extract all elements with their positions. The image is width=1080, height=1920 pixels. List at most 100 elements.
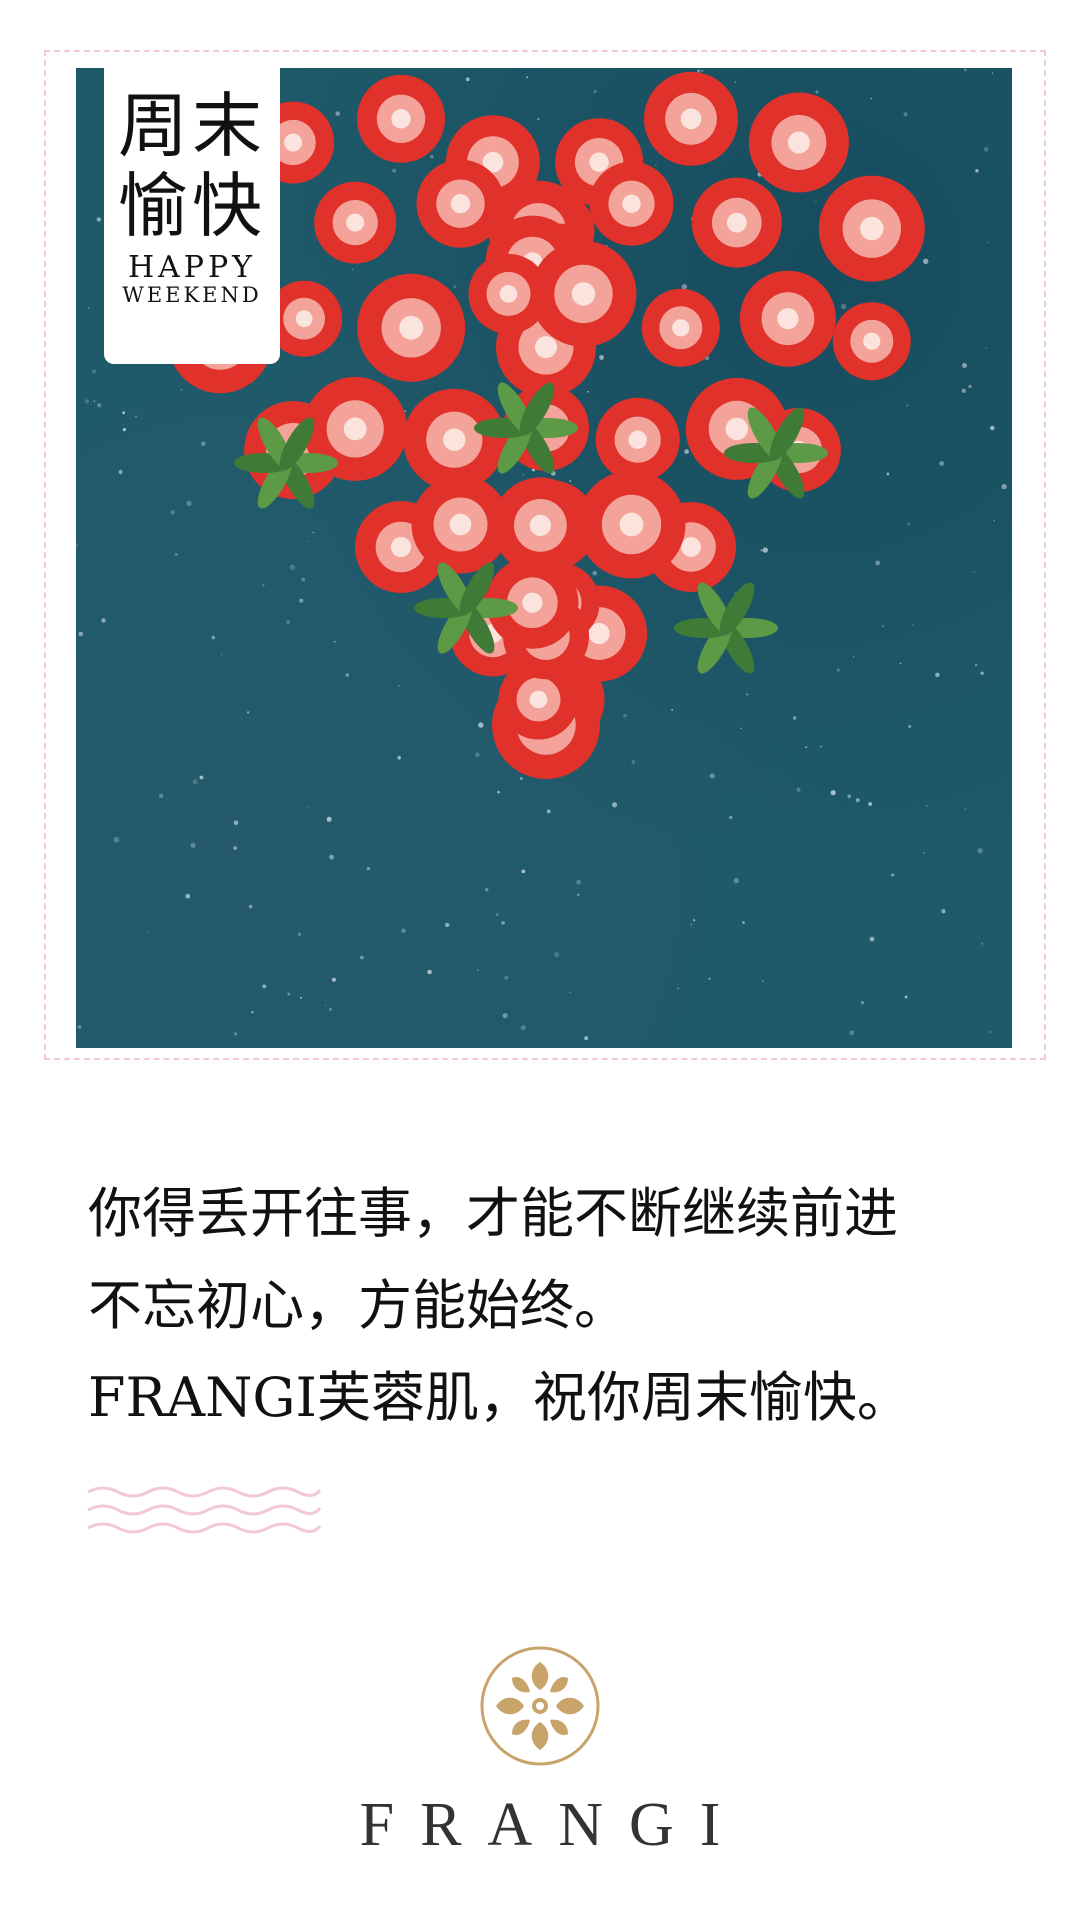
sugar-speck bbox=[708, 977, 711, 980]
strawberry-slice-center bbox=[482, 151, 504, 173]
strawberry-slice-center bbox=[522, 592, 543, 613]
sugar-speck bbox=[398, 685, 400, 687]
sugar-speck bbox=[734, 81, 737, 84]
sugar-speck bbox=[328, 1007, 333, 1012]
sugar-speck bbox=[335, 111, 341, 116]
sugar-speck bbox=[185, 893, 191, 899]
sugar-speck bbox=[869, 936, 875, 942]
strawberry-slice bbox=[416, 159, 505, 248]
sugar-speck bbox=[709, 773, 715, 779]
message-text: 你得丢开往事，才能不断继续前进 不忘初心，方能始终。 FRANGI芙蓉肌，祝你周… bbox=[88, 1168, 1008, 1444]
badge-en-line1: HAPPY bbox=[127, 250, 256, 285]
sugar-speck bbox=[964, 808, 967, 810]
sugar-speck bbox=[852, 656, 855, 658]
sugar-speck bbox=[401, 928, 406, 933]
sugar-speck bbox=[981, 942, 984, 945]
strawberry-slice-center bbox=[399, 315, 424, 340]
strawberry-slice-center bbox=[343, 417, 367, 441]
sugar-speck bbox=[612, 802, 618, 808]
strawberry-slice-center bbox=[346, 213, 365, 232]
strawberry-heart-illustration bbox=[76, 68, 1007, 1048]
sugar-speck bbox=[553, 952, 560, 958]
photo-frame bbox=[44, 50, 1046, 1060]
sugar-speck bbox=[287, 992, 291, 996]
strawberry-slice bbox=[589, 161, 674, 246]
sugar-speck bbox=[84, 399, 89, 404]
strawberry-slice bbox=[498, 659, 579, 740]
message-line2: 不忘初心，方能始终。 bbox=[88, 1274, 628, 1337]
sugar-speck bbox=[546, 809, 551, 814]
sugar-speck bbox=[584, 1036, 589, 1041]
sugar-speck bbox=[903, 112, 908, 117]
sugar-speck bbox=[840, 303, 847, 310]
sugar-speck bbox=[926, 805, 928, 808]
sugar-speck bbox=[820, 745, 822, 748]
badge-en-line2: WEEKEND bbox=[122, 283, 262, 307]
sugar-speck bbox=[631, 760, 636, 764]
sugar-speck bbox=[289, 564, 296, 570]
strawberry-slice-center bbox=[725, 417, 748, 441]
strawberry-slice-center bbox=[535, 336, 557, 359]
strawberry-slice-center bbox=[391, 109, 411, 129]
sugar-speck bbox=[577, 893, 580, 896]
strawberry-slice-center bbox=[680, 108, 702, 130]
sugar-speck bbox=[97, 403, 102, 408]
sugar-speck bbox=[93, 400, 96, 403]
sugar-speck bbox=[351, 1046, 353, 1048]
sugar-speck bbox=[729, 815, 733, 820]
sugar-speck bbox=[190, 842, 196, 848]
sugar-speck bbox=[101, 618, 106, 623]
sugar-speck bbox=[968, 384, 972, 388]
sugar-speck bbox=[113, 836, 120, 843]
sugar-speck bbox=[329, 854, 334, 860]
sugar-speck bbox=[522, 473, 524, 475]
strawberry-slice-center bbox=[284, 133, 303, 152]
sugar-speck bbox=[868, 802, 872, 806]
strawberry-slice-center bbox=[588, 622, 610, 645]
sugar-speck bbox=[993, 520, 995, 522]
sugar-speck bbox=[908, 725, 912, 728]
sugar-speck bbox=[251, 1011, 254, 1014]
strawberry-slice-center bbox=[628, 430, 647, 449]
sugar-speck bbox=[576, 879, 582, 885]
sugar-speck bbox=[475, 752, 480, 758]
strawberry-slice bbox=[411, 475, 510, 574]
sugar-speck bbox=[677, 987, 680, 990]
sugar-speck bbox=[180, 388, 183, 391]
sugar-speck bbox=[655, 164, 657, 167]
sugar-speck bbox=[118, 469, 123, 475]
strawberry-slice-center bbox=[726, 212, 747, 233]
sugar-speck bbox=[906, 404, 909, 407]
sugar-speck bbox=[174, 553, 178, 556]
sugar-speck bbox=[262, 583, 265, 587]
sugar-speck bbox=[201, 441, 206, 447]
sugar-speck bbox=[855, 798, 860, 803]
strawberry-slice-center bbox=[390, 536, 412, 558]
strawberry-slice bbox=[486, 556, 579, 649]
strawberry-slice bbox=[595, 397, 680, 482]
sugar-speck bbox=[306, 806, 308, 809]
sugar-speck bbox=[805, 746, 808, 749]
badge-chinese-title: 周末 愉快 bbox=[104, 68, 280, 246]
sugar-speck bbox=[192, 779, 198, 785]
sugar-speck bbox=[247, 711, 250, 714]
sugar-speck bbox=[497, 790, 500, 794]
sugar-speck bbox=[453, 285, 457, 289]
strawberry-slice bbox=[403, 388, 506, 491]
strawberry-slice-center bbox=[589, 152, 609, 172]
sugar-speck bbox=[693, 919, 696, 922]
sugar-speck bbox=[939, 461, 944, 466]
sugar-speck bbox=[990, 425, 995, 431]
sugar-speck bbox=[170, 510, 175, 515]
strawberry-slice-center bbox=[777, 308, 799, 330]
sugar-speck bbox=[392, 168, 397, 173]
strawberry-slice bbox=[739, 270, 836, 367]
sugar-speck bbox=[220, 653, 223, 655]
strawberry-slice bbox=[357, 74, 445, 163]
sugar-speck bbox=[87, 307, 90, 310]
weekend-badge: 周末 愉快 HAPPY WEEKEND bbox=[104, 68, 280, 364]
sugar-speck bbox=[569, 991, 572, 993]
sugar-speck bbox=[186, 500, 192, 506]
sugar-speck bbox=[977, 848, 983, 854]
sugar-speck bbox=[830, 790, 836, 796]
